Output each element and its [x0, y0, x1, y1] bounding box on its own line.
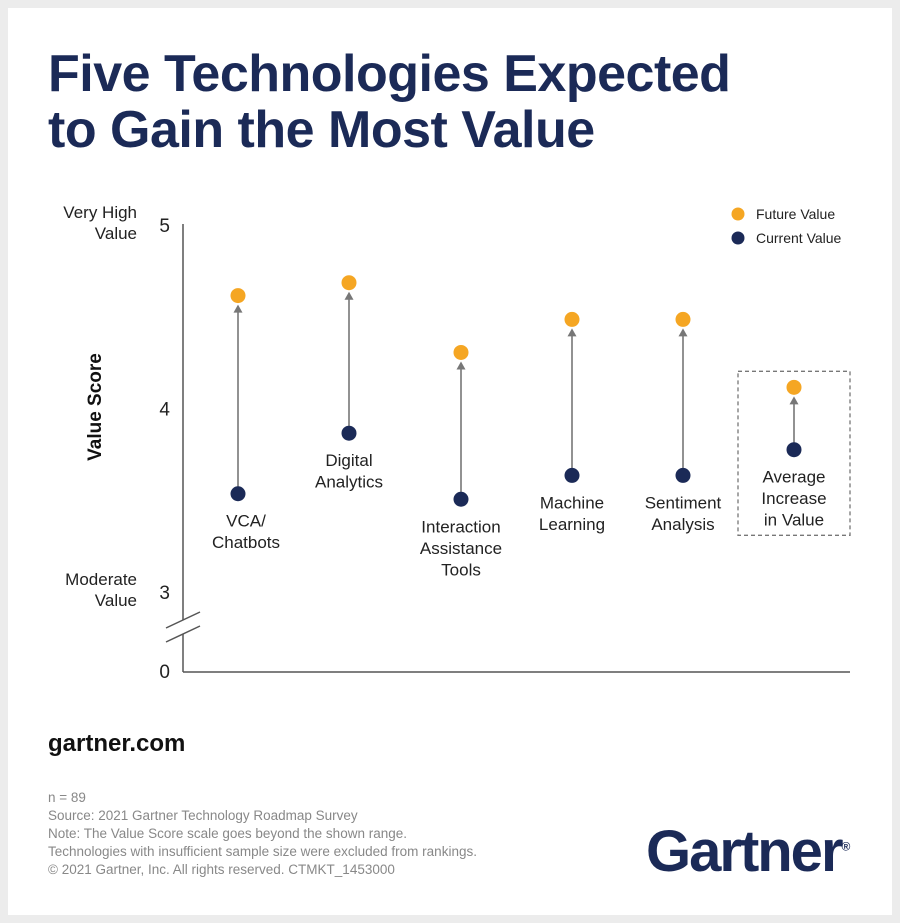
category-label: Analytics — [315, 473, 383, 492]
footnote-source: Source: 2021 Gartner Technology Roadmap … — [48, 808, 358, 823]
future-value-point — [564, 311, 580, 327]
future-value-point — [675, 311, 691, 327]
category-label: in Value — [764, 511, 824, 530]
category-label: Tools — [441, 560, 481, 579]
y-tick-annotation: Very High — [63, 203, 137, 222]
future-value-point — [230, 288, 246, 304]
current-value-point — [675, 467, 691, 483]
y-tick-label: 5 — [159, 216, 170, 237]
footnote-copyright: © 2021 Gartner, Inc. All rights reserved… — [48, 862, 395, 877]
y-tick-label: 4 — [159, 400, 170, 421]
y-axis-title: Value Score — [85, 353, 106, 461]
legend-marker — [731, 207, 745, 221]
footnote-note: Note: The Value Score scale goes beyond … — [48, 826, 407, 841]
change-arrow-head — [344, 291, 354, 300]
category-label: Machine — [540, 493, 604, 512]
current-value-point — [786, 442, 802, 458]
y-tick-annotation: Value — [95, 591, 137, 610]
category-label: Chatbots — [212, 533, 280, 552]
legend-label: Current Value — [756, 230, 842, 246]
axis-break-mark — [165, 611, 201, 629]
footnote-exclusion: Technologies with insufficient sample si… — [48, 844, 477, 859]
gartner-logo: Gartner® — [646, 819, 851, 884]
category-label: Average — [762, 468, 825, 487]
future-value-point — [453, 344, 469, 360]
legend-label: Future Value — [756, 206, 835, 222]
category-label: Assistance — [420, 539, 502, 558]
infographic-card — [8, 8, 892, 915]
title-line-1: Five Technologies Expected — [48, 45, 731, 103]
legend-marker — [731, 231, 745, 245]
category-label: Learning — [539, 515, 605, 534]
title-line-2: to Gain the Most Value — [48, 101, 595, 159]
highlight-box — [737, 370, 851, 536]
category-label: VCA/ — [226, 512, 266, 531]
change-arrow-head — [233, 304, 243, 313]
y-tick-label: 0 — [159, 662, 170, 683]
current-value-point — [341, 425, 357, 441]
category-label: Sentiment — [645, 493, 722, 512]
footnotes: n = 89 Source: 2021 Gartner Technology R… — [48, 789, 477, 879]
category-label: Increase — [761, 489, 826, 508]
category-label: Interaction — [421, 517, 500, 536]
category-label: Analysis — [651, 515, 714, 534]
change-arrow-head — [456, 361, 466, 370]
future-value-point — [786, 379, 802, 395]
future-value-point — [341, 275, 357, 291]
change-arrow-head — [567, 328, 577, 337]
change-arrow-head — [789, 396, 799, 405]
axis-break-mark — [165, 625, 201, 643]
y-tick-annotation: Moderate — [65, 570, 137, 589]
current-value-point — [230, 486, 246, 502]
current-value-point — [453, 491, 469, 507]
y-tick-label: 3 — [159, 583, 170, 604]
category-label: Digital — [325, 451, 372, 470]
change-arrow-head — [678, 328, 688, 337]
footnote-sample: n = 89 — [48, 790, 86, 805]
y-tick-annotation: Value — [95, 224, 137, 243]
site-url: gartner.com — [48, 730, 186, 757]
page-title: Five Technologies Expected to Gain the Mo… — [48, 45, 731, 159]
current-value-point — [564, 467, 580, 483]
